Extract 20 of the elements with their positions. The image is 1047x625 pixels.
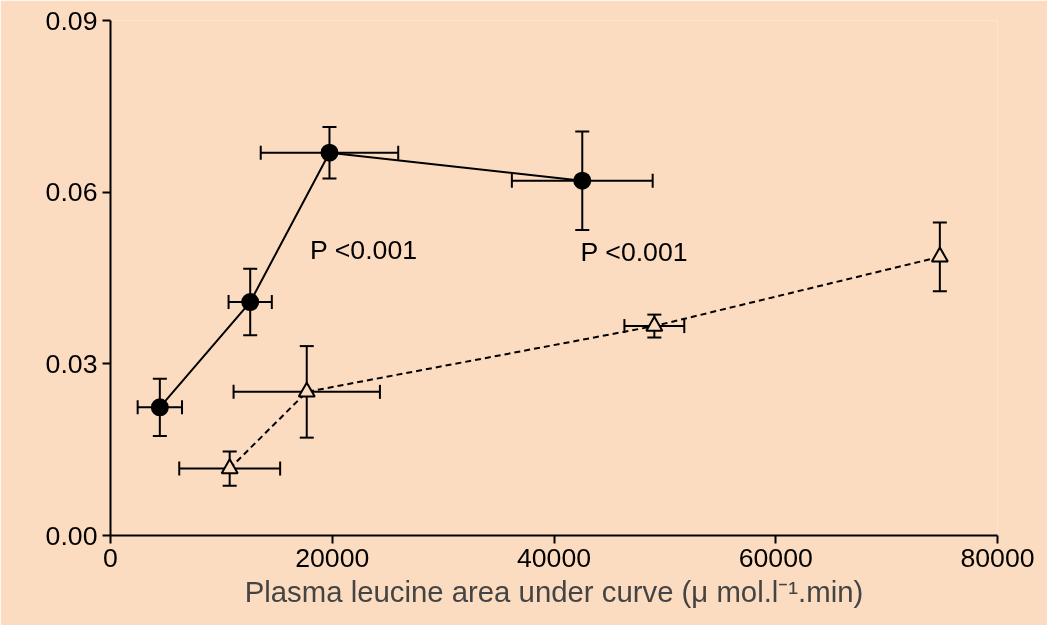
point [645,315,664,332]
y-tick-label: 0.09 [45,5,98,36]
x-tick-label: 60000 [738,542,813,573]
point [573,171,592,190]
point [220,458,239,475]
x-tick-label: 80000 [960,542,1035,573]
point [930,246,949,263]
x-tick-label: 20000 [295,542,370,573]
point [150,398,169,417]
point [320,143,339,162]
x-axis-title: Plasma leucine area under curve (μ mol.l⁻¹.min) [244,574,864,608]
y-tick-label: 0.00 [45,520,98,551]
y-tick-label: 0.03 [45,348,98,379]
point [297,381,316,398]
annotation: P <0.001 [580,237,688,268]
point [241,293,260,312]
x-tick-label: 0 [103,542,118,573]
x-tick-label: 40000 [516,542,592,573]
y-tick-label: 0.06 [45,177,98,208]
annotation: P <0.001 [310,234,418,265]
